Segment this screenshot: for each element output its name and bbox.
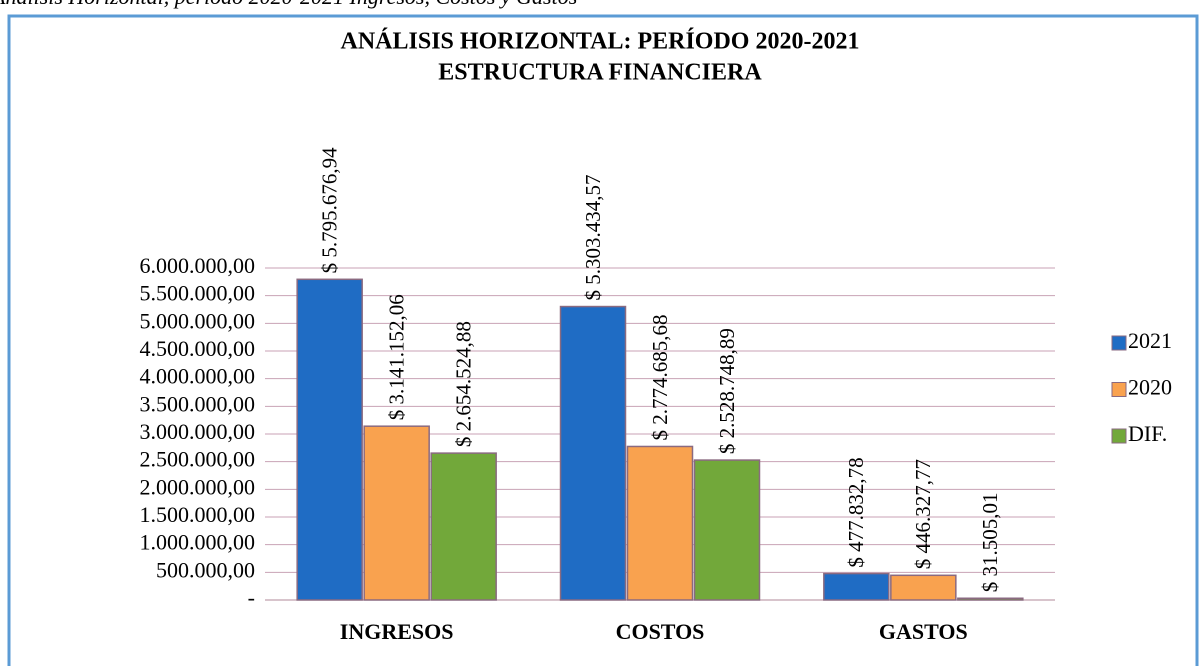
bar <box>626 445 694 601</box>
y-tick-label: 500.000,00 <box>156 557 255 582</box>
y-tick-label: - <box>248 585 255 610</box>
bar <box>693 459 761 601</box>
bar <box>957 597 1024 601</box>
x-tick-label: GASTOS <box>879 619 968 644</box>
legend-label: DIF. <box>1128 421 1167 446</box>
chart-subtitle: ESTRUCTURA FINANCIERA <box>438 60 762 86</box>
x-tick-label: INGRESOS <box>340 619 454 644</box>
y-tick-label: 4.000.000,00 <box>140 364 256 389</box>
bar <box>363 425 430 601</box>
data-label: $ 2.528.748,89 <box>715 328 739 454</box>
data-label: $ 5.795.676,94 <box>317 147 341 274</box>
chart-title: ANÁLISIS HORIZONTAL: PERÍODO 2020-2021 <box>341 29 860 55</box>
bar <box>296 278 363 601</box>
y-tick-label: 1.000.000,00 <box>140 530 256 555</box>
legend-swatch <box>1111 335 1127 351</box>
y-tick-label: 2.000.000,00 <box>140 474 256 499</box>
y-tick-label: 3.000.000,00 <box>140 419 256 444</box>
y-tick-label: 1.500.000,00 <box>140 502 256 527</box>
y-tick-label: 6.000.000,00 <box>140 253 256 278</box>
legend-label: 2020 <box>1128 375 1172 400</box>
bar <box>559 305 627 601</box>
legend-swatch <box>1111 382 1127 397</box>
data-label: $ 446.327,77 <box>911 459 935 569</box>
caption: Análisis Horizontal, período 2020-2021 I… <box>0 0 577 9</box>
y-tick-label: 2.500.000,00 <box>140 447 256 472</box>
x-tick-label: COSTOS <box>616 619 705 644</box>
y-tick-label: 5.500.000,00 <box>140 281 256 306</box>
bar <box>890 574 957 601</box>
bar <box>823 572 890 601</box>
y-tick-label: 4.500.000,00 <box>140 336 256 361</box>
data-label: $ 477.832,78 <box>844 457 868 567</box>
data-label: $ 31.505,01 <box>978 493 1002 593</box>
bar <box>430 452 497 601</box>
data-label: $ 2.654.524,88 <box>451 321 475 447</box>
legend-label: 2021 <box>1128 328 1172 353</box>
data-label: $ 3.141.152,06 <box>384 294 408 420</box>
y-tick-label: 3.500.000,00 <box>140 391 256 416</box>
data-label: $ 5.303.434,57 <box>581 175 605 301</box>
legend-swatch <box>1111 428 1127 444</box>
y-tick-label: 5.000.000,00 <box>140 308 256 333</box>
chart-frame <box>7 14 1199 666</box>
data-label: $ 2.774.685,68 <box>648 314 672 440</box>
